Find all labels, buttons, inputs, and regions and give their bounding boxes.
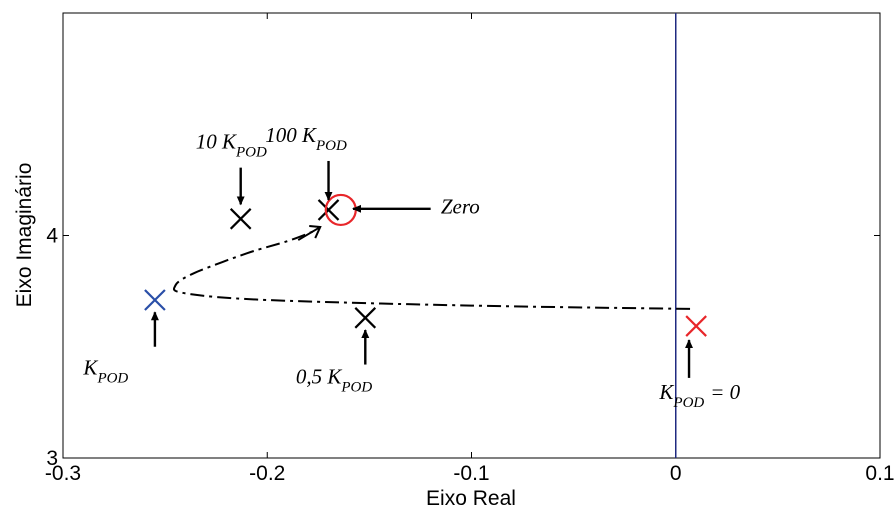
y-tick-label: 3 (46, 447, 58, 470)
y-axis-label: Eixo Imaginário (13, 163, 36, 308)
plot-area (62, 12, 881, 459)
pole-marker (144, 289, 166, 311)
x-tick-label: -0.2 (249, 462, 285, 485)
annotation-label: Zero (441, 194, 480, 218)
y-tick-label: 4 (46, 225, 58, 248)
pole-marker (354, 307, 377, 329)
pole-marker (229, 208, 252, 230)
annotation-label: 10 KPOD (196, 130, 267, 161)
x-tick-label: -0.3 (45, 462, 81, 485)
pole-marker (685, 315, 707, 337)
root-locus-path (172, 230, 691, 310)
annotation-label: 0,5 KPOD (296, 364, 373, 395)
annotation-label: KPOD (82, 356, 128, 387)
x-tick-label: -0.1 (453, 462, 489, 485)
locus-direction-arrow (297, 225, 322, 241)
pole-marker (317, 199, 340, 221)
x-tick-label: 0.1 (865, 462, 894, 485)
annotation-label: KPOD = 0 (658, 380, 740, 411)
annotation-label: 100 KPOD (265, 123, 347, 154)
x-axis-label: Eixo Real (426, 487, 516, 510)
x-tick-label: 0 (670, 462, 682, 485)
